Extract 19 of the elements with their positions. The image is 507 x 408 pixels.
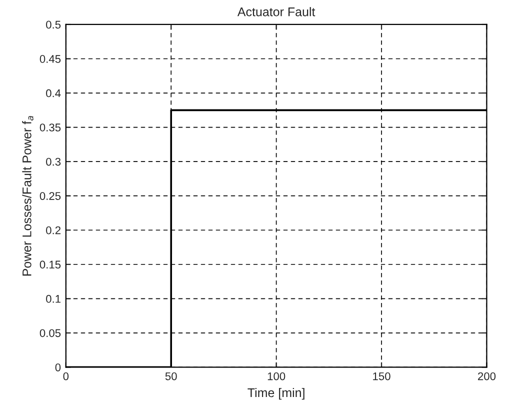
chart-title: Actuator Fault — [237, 7, 316, 16]
x-tick-label: 50 — [165, 372, 177, 380]
y-tick-label: 0.5 — [46, 20, 61, 29]
y-tick-label: 0.35 — [40, 124, 61, 132]
x-axis-title: Time [min] — [248, 388, 304, 400]
x-tick-label: 0 — [63, 372, 69, 380]
y-axis-title: Power Losses/Fault Power f$_{a}$ — [22, 116, 34, 276]
y-tick-label: 0.45 — [40, 55, 61, 63]
x-tick-label: 150 — [373, 372, 390, 380]
y-tick-label: 0.4 — [46, 89, 61, 98]
y-tick-label: 0.1 — [46, 294, 61, 303]
y-tick-label: 0.3 — [46, 158, 61, 166]
y-tick-label: 0.2 — [46, 226, 60, 234]
x-tick-label: 100 — [268, 372, 286, 380]
y-tick-label: 0.05 — [40, 329, 61, 338]
y-tick-label: 0 — [55, 363, 61, 372]
y-tick-label: 0.15 — [40, 260, 61, 269]
x-tick-label: 200 — [478, 372, 496, 380]
y-tick-label: 0.25 — [40, 192, 61, 200]
